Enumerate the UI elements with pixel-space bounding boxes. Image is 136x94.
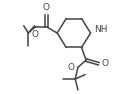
Text: O: O bbox=[68, 63, 75, 72]
Text: NH: NH bbox=[94, 25, 108, 34]
Text: O: O bbox=[32, 30, 38, 39]
Text: O: O bbox=[43, 3, 50, 12]
Text: O: O bbox=[102, 59, 109, 68]
